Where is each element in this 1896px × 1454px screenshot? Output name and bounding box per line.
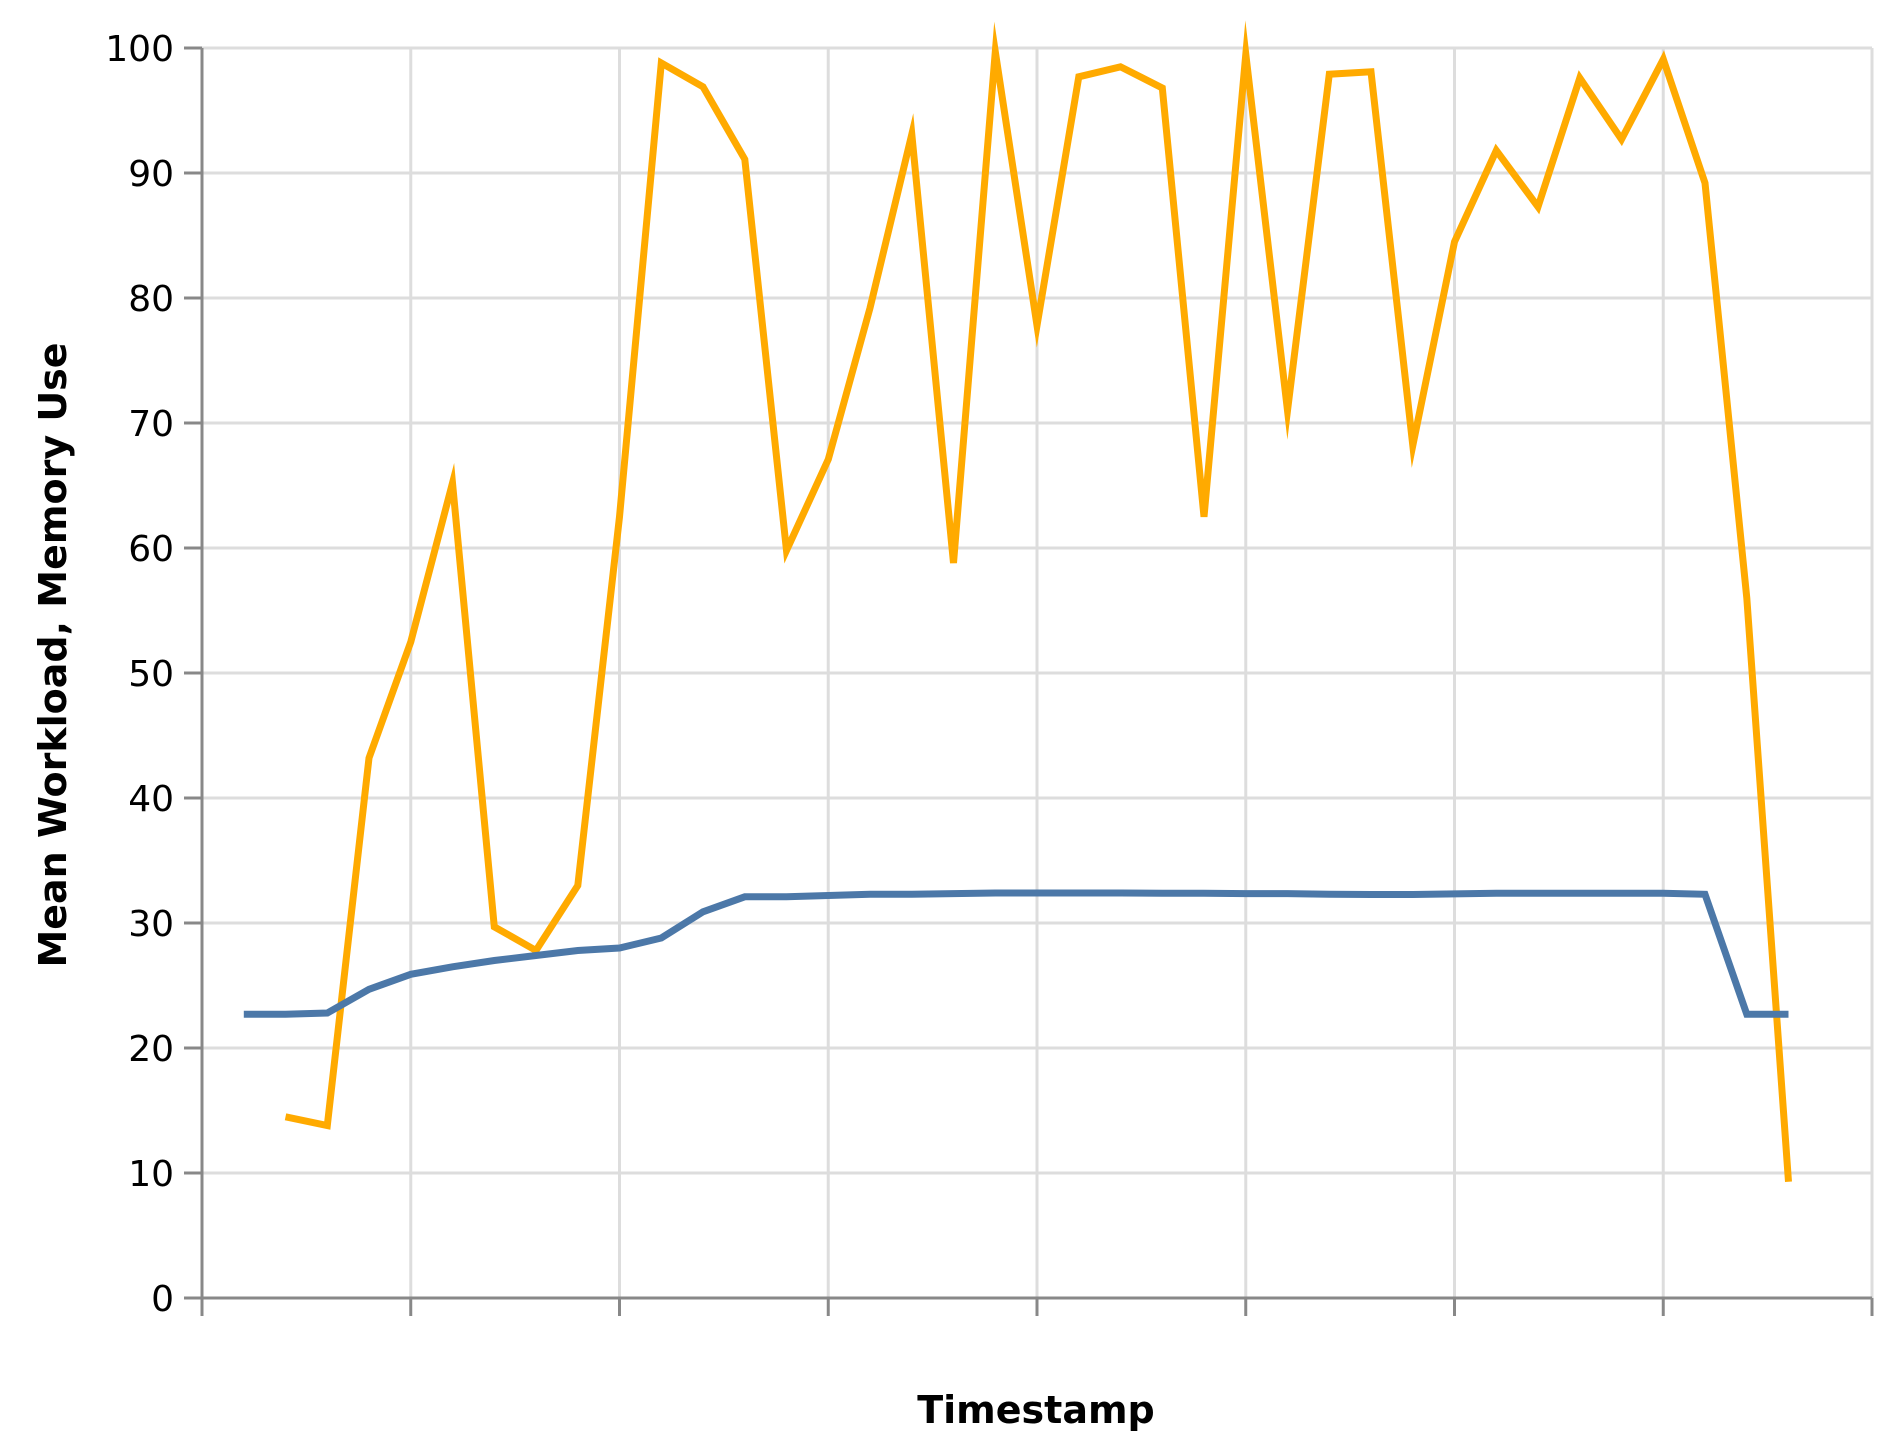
series-line-1 (284, 20, 1792, 1183)
y-tick-label: 0 (151, 1279, 174, 1320)
y-tick-label: 30 (128, 904, 174, 945)
series-lines (243, 20, 1792, 1183)
y-tick-label: 100 (105, 29, 174, 70)
tick-labels: 0 10 20 30 40 50 60 70 80 90 100 (105, 29, 174, 1320)
series-line-2 (243, 889, 1789, 1018)
y-tick-label: 70 (128, 404, 174, 445)
y-tick-label: 90 (128, 154, 174, 195)
y-tick-label: 10 (128, 1154, 174, 1195)
y-tick-label: 20 (128, 1029, 174, 1070)
y-tick-label: 50 (128, 654, 174, 695)
y-tick-label: 80 (128, 279, 174, 320)
axes (184, 46, 1874, 1316)
x-axis-title: Timestamp (917, 1388, 1155, 1432)
y-tick-label: 60 (128, 529, 174, 570)
y-tick-label: 40 (128, 779, 174, 820)
y-axis-title: Mean Workload, Memory Use (31, 342, 75, 967)
